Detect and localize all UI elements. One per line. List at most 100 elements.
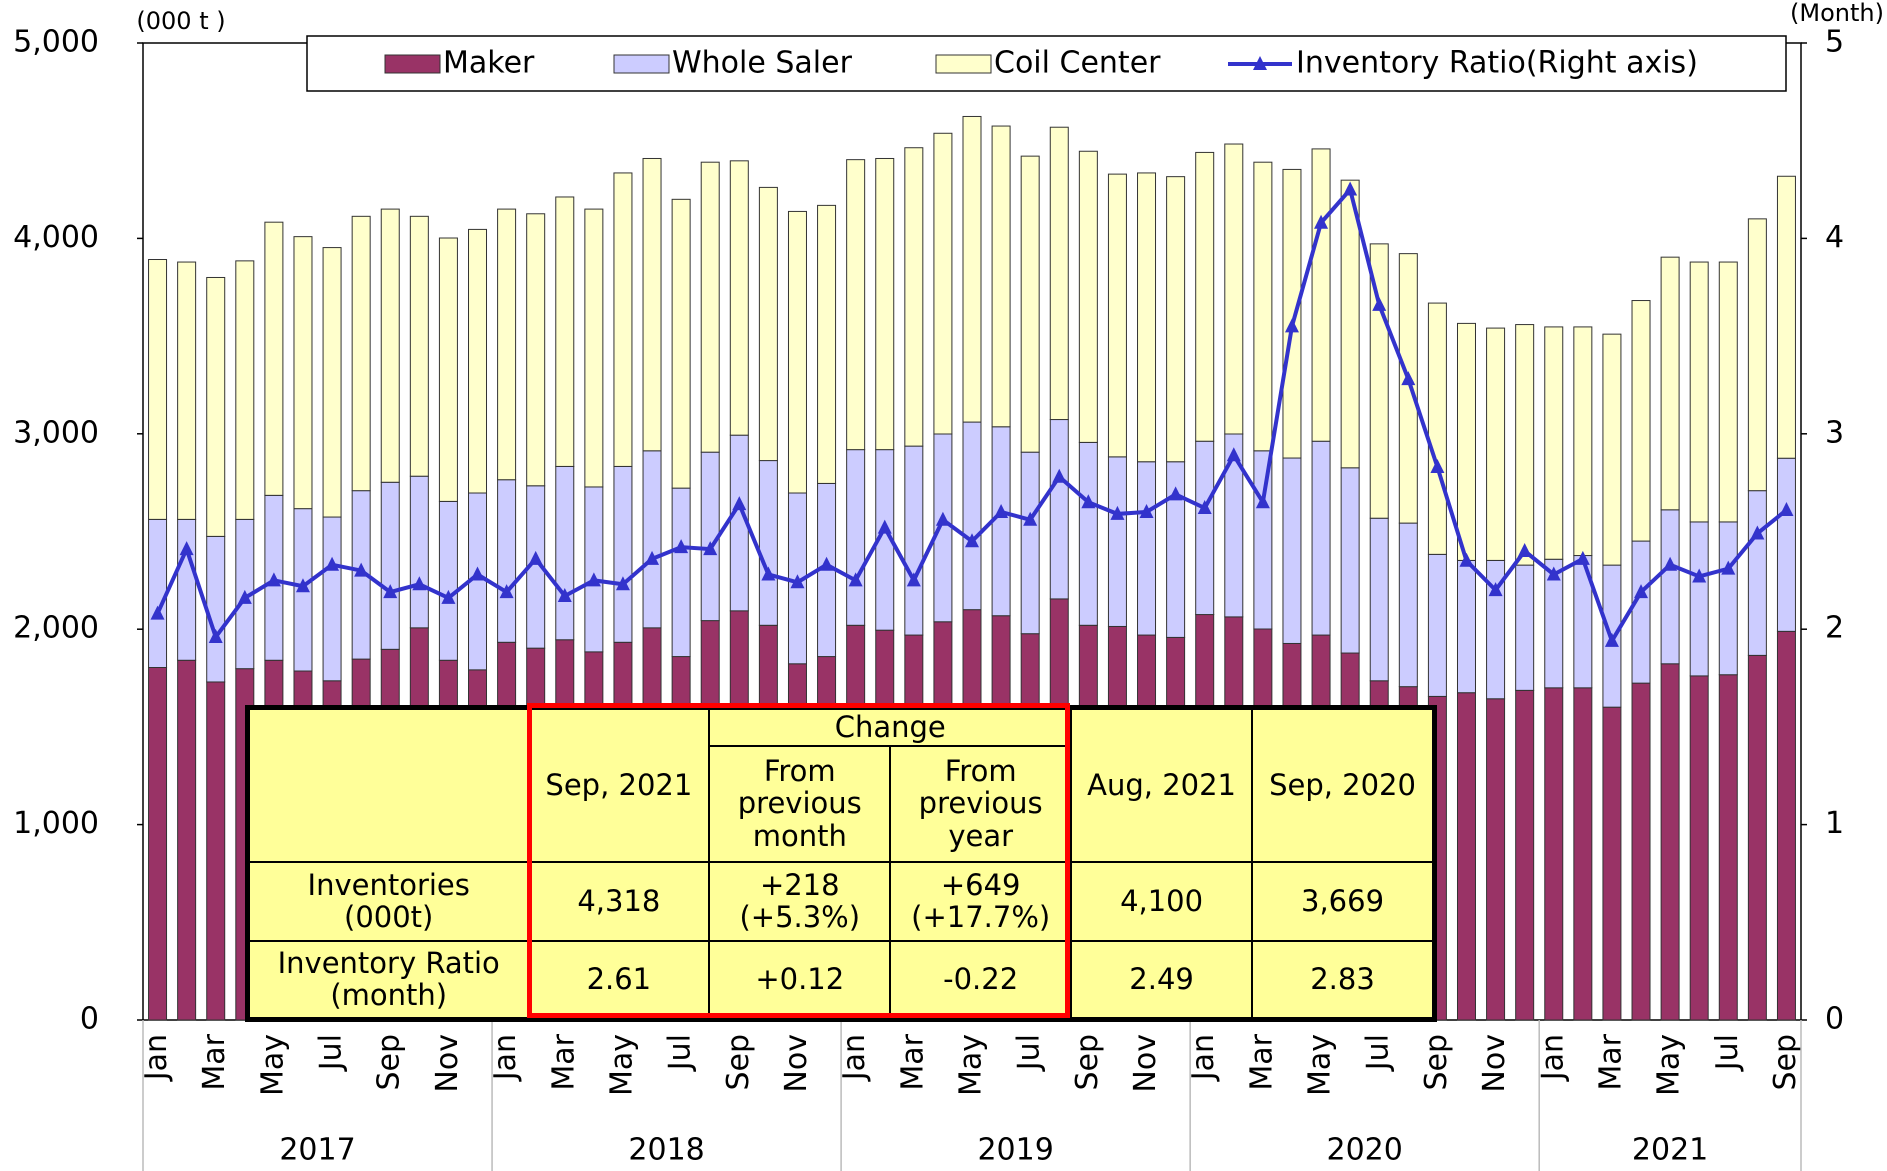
bar-segment bbox=[148, 666, 168, 1021]
bar-segment bbox=[1776, 457, 1796, 632]
bar-segment bbox=[1573, 687, 1593, 1021]
y-tick-label: 5,000 bbox=[13, 25, 99, 60]
ratio-marker bbox=[1575, 550, 1590, 565]
table-header: Sep, 2021 bbox=[527, 706, 711, 863]
x-tick-label: Jul bbox=[663, 1034, 698, 1072]
ratio-marker bbox=[994, 503, 1009, 518]
bar-segment bbox=[991, 426, 1011, 617]
ratio-marker bbox=[1604, 632, 1619, 647]
bar-segment bbox=[1137, 461, 1157, 636]
bar-segment bbox=[1776, 630, 1796, 1021]
ratio-marker bbox=[295, 578, 310, 593]
y2-tick-label: 1 bbox=[1825, 806, 1844, 841]
ratio-marker bbox=[674, 539, 689, 554]
bar-segment bbox=[177, 659, 197, 1021]
legend-swatch bbox=[613, 54, 670, 74]
x-tick-label: Nov bbox=[1128, 1034, 1163, 1093]
bar-segment bbox=[1369, 517, 1389, 682]
bar-segment bbox=[1718, 261, 1738, 523]
ratio-marker bbox=[1168, 486, 1183, 501]
x-tick-label: Nov bbox=[430, 1034, 465, 1093]
bar-segment bbox=[1166, 176, 1186, 463]
ratio-marker bbox=[1721, 560, 1736, 575]
x-tick-label: Jan bbox=[488, 1034, 523, 1082]
ratio-marker bbox=[1546, 566, 1561, 581]
bar-segment bbox=[1311, 440, 1331, 636]
y-tick-label: 2,000 bbox=[13, 611, 99, 646]
bar-segment bbox=[787, 210, 807, 494]
x-tick-label: Mar bbox=[1593, 1033, 1628, 1090]
bar-segment bbox=[1689, 261, 1709, 523]
bar-segment bbox=[264, 221, 284, 496]
ratio-marker bbox=[1314, 214, 1329, 229]
bar-segment bbox=[438, 500, 458, 661]
bar-segment bbox=[1660, 509, 1680, 665]
ratio-marker bbox=[1255, 494, 1270, 509]
table-cell: 2.49 bbox=[1070, 939, 1254, 1021]
bar-segment bbox=[555, 196, 575, 467]
year-label: 2017 bbox=[279, 1133, 355, 1168]
x-tick-label: Jan bbox=[837, 1034, 872, 1082]
bar-segment bbox=[438, 237, 458, 502]
ratio-marker bbox=[179, 541, 194, 556]
table-header: Change bbox=[708, 706, 1073, 747]
ratio-marker bbox=[1023, 511, 1038, 526]
bar-segment bbox=[1282, 457, 1302, 644]
bar-segment bbox=[933, 132, 953, 435]
ratio-marker bbox=[615, 576, 630, 591]
ratio-marker bbox=[1197, 500, 1212, 515]
ratio-marker bbox=[1284, 318, 1299, 333]
ratio-marker bbox=[935, 511, 950, 526]
bar-segment bbox=[148, 259, 168, 520]
bar-segment bbox=[1224, 143, 1244, 435]
x-tick-label: Jan bbox=[139, 1034, 174, 1082]
bar-segment bbox=[206, 681, 226, 1021]
ratio-marker bbox=[1692, 568, 1707, 583]
ratio-marker bbox=[877, 519, 892, 534]
bar-segment bbox=[1660, 256, 1680, 511]
bar-segment bbox=[671, 198, 691, 489]
bar-segment bbox=[933, 433, 953, 623]
highlight-box bbox=[527, 703, 1070, 1018]
table-header: Sep, 2020 bbox=[1251, 706, 1436, 863]
x-tick-label: Mar bbox=[197, 1033, 232, 1090]
ratio-marker bbox=[412, 576, 427, 591]
table-cell: -0.22 bbox=[889, 939, 1073, 1021]
legend-label: Inventory Ratio(Right axis) bbox=[1296, 46, 1698, 81]
x-tick-label: May bbox=[255, 1034, 290, 1096]
ratio-marker bbox=[383, 584, 398, 599]
x-tick-label: Jul bbox=[1012, 1034, 1047, 1072]
bar-segment bbox=[1631, 682, 1651, 1021]
x-tick-label: Sep bbox=[372, 1034, 407, 1091]
ratio-marker bbox=[819, 556, 834, 571]
ratio-marker bbox=[354, 562, 369, 577]
bar-segment bbox=[1224, 433, 1244, 618]
bar-segment bbox=[846, 159, 866, 451]
table-cell: +218 (+5.3%) bbox=[708, 860, 892, 942]
bar-segment bbox=[1689, 521, 1709, 677]
bar-segment bbox=[1020, 451, 1040, 635]
bar-segment bbox=[1398, 522, 1418, 688]
table-header: Aug, 2021 bbox=[1070, 706, 1254, 863]
x-tick-label: Nov bbox=[1477, 1034, 1512, 1093]
bar-segment bbox=[729, 160, 749, 436]
bar-segment bbox=[1020, 155, 1040, 453]
bar-segment bbox=[613, 172, 633, 467]
y-tick-label: 3,000 bbox=[13, 415, 99, 450]
ratio-marker bbox=[703, 541, 718, 556]
legend-marker bbox=[1253, 56, 1267, 70]
bar-segment bbox=[1718, 521, 1738, 676]
bar-segment bbox=[1253, 450, 1273, 630]
year-label: 2019 bbox=[977, 1133, 1053, 1168]
ratio-marker bbox=[1372, 296, 1387, 311]
ratio-marker bbox=[237, 589, 252, 604]
bar-segment bbox=[497, 479, 517, 643]
x-tick-label: Nov bbox=[779, 1034, 814, 1093]
table-header: From previous month bbox=[708, 744, 892, 863]
ratio-marker bbox=[1110, 505, 1125, 520]
bar-segment bbox=[1747, 654, 1767, 1021]
bar-segment bbox=[1195, 440, 1215, 616]
ratio-marker bbox=[208, 629, 223, 644]
corner-cell bbox=[246, 706, 530, 863]
bar-segment bbox=[468, 228, 488, 494]
